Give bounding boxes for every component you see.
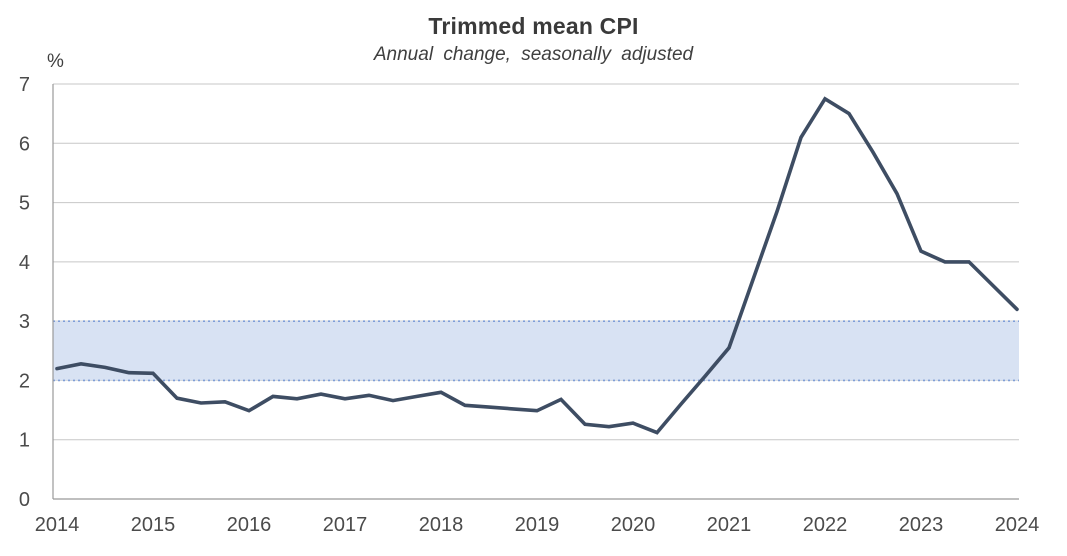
y-tick-label-4: 4 — [19, 252, 30, 274]
x-tick-label-2019: 2019 — [515, 514, 560, 536]
chart-subtitle: Annual change, seasonally adjusted — [373, 44, 694, 65]
chart-title: Trimmed mean CPI — [428, 13, 639, 39]
cpi-series-line — [55, 96, 1019, 435]
x-tick-label-2024: 2024 — [995, 514, 1040, 536]
y-tick-label-0: 0 — [19, 489, 30, 511]
x-tick-label-2017: 2017 — [323, 514, 368, 536]
y-tick-label-5: 5 — [19, 193, 30, 215]
y-tick-label-7: 7 — [19, 74, 30, 96]
x-tick-label-2022: 2022 — [803, 514, 848, 536]
x-tick-label-2015: 2015 — [131, 514, 176, 536]
x-tick-label-2016: 2016 — [227, 514, 272, 536]
x-tick-label-2018: 2018 — [419, 514, 464, 536]
y-tick-label-3: 3 — [19, 311, 30, 333]
x-tick-label-2023: 2023 — [899, 514, 944, 536]
y-tick-label-6: 6 — [19, 133, 30, 155]
x-tick-label-2021: 2021 — [707, 514, 752, 536]
y-tick-label-1: 1 — [19, 430, 30, 452]
x-tick-label-2014: 2014 — [35, 514, 80, 536]
target-band — [53, 321, 1019, 381]
x-tick-label-2020: 2020 — [611, 514, 656, 536]
y-tick-label-2: 2 — [19, 370, 30, 392]
y-axis-unit-label: % — [47, 51, 64, 72]
